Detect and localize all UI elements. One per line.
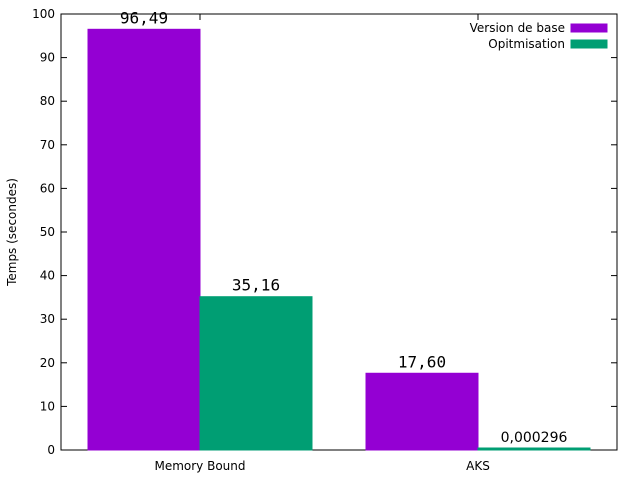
bar-value-label: 96,49 <box>120 8 168 27</box>
bar <box>87 28 201 451</box>
legend-swatch <box>570 23 608 33</box>
y-tick-label: 40 <box>40 269 55 283</box>
bar-value-label: 0,000296 <box>501 430 568 446</box>
bar <box>365 372 479 451</box>
data-labels: 96,49 35,16 17,60 0,000296 <box>120 8 568 446</box>
bars <box>87 28 591 451</box>
y-tick-label: 80 <box>40 94 55 108</box>
x-axis: Memory Bound AKS <box>154 14 490 473</box>
legend-label: Opitmisation <box>488 37 565 51</box>
bar-value-label: 17,60 <box>398 352 446 371</box>
x-tick-label: AKS <box>466 459 490 473</box>
y-tick-label: 20 <box>40 356 55 370</box>
y-axis: 0 10 20 30 40 50 60 70 80 90 100 <box>32 7 617 457</box>
legend-swatch <box>570 39 608 49</box>
legend-label: Version de base <box>470 21 565 35</box>
bar-value-label: 35,16 <box>232 276 280 295</box>
y-tick-label: 10 <box>40 399 55 413</box>
y-tick-label: 30 <box>40 312 55 326</box>
y-tick-label: 0 <box>47 443 55 457</box>
y-tick-label: 50 <box>40 225 55 239</box>
y-axis-label: Temps (secondes) <box>5 178 19 287</box>
x-tick-label: Memory Bound <box>154 459 245 473</box>
y-tick-label: 60 <box>40 181 55 195</box>
bar <box>477 447 591 451</box>
y-tick-label: 70 <box>40 138 55 152</box>
legend: Version de base Opitmisation <box>470 21 608 51</box>
bar <box>199 296 313 451</box>
y-tick-label: 100 <box>32 7 55 21</box>
y-tick-label: 90 <box>40 51 55 65</box>
